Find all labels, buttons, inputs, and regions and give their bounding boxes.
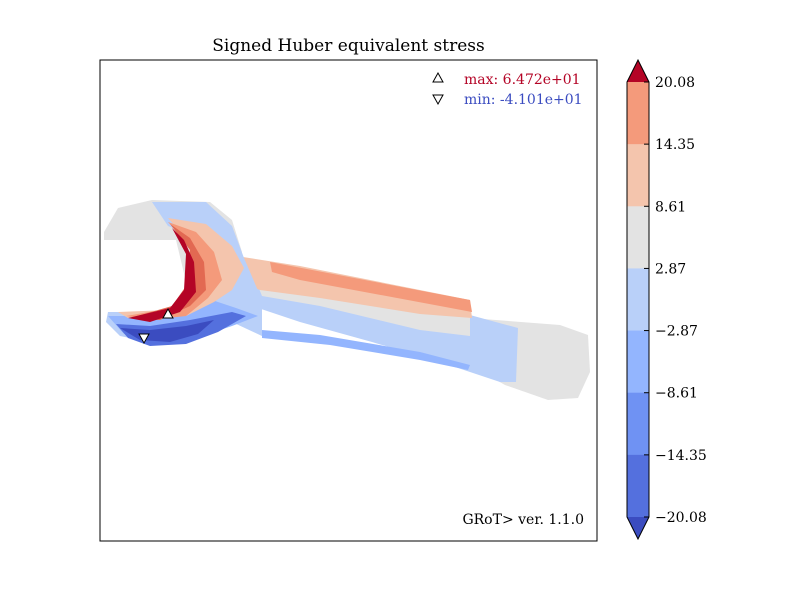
colorbar-tick-label: 20.08 <box>655 75 695 91</box>
field-handle-blue-edge <box>262 330 470 370</box>
colorbar-tick-label: −2.87 <box>655 324 698 340</box>
min-marker-icon <box>138 333 150 345</box>
field-handle-light-blue <box>232 282 518 382</box>
field-jaw-salmon-light <box>118 218 244 318</box>
axes-frame <box>99 59 598 542</box>
colorbar-extend-low <box>627 517 649 539</box>
legend-max-label: max: 6.472e+01 <box>464 72 581 88</box>
colorbar-tick-label: 14.35 <box>655 137 695 153</box>
stress-field <box>104 200 590 400</box>
colorbar-tick-label: −8.61 <box>655 386 698 402</box>
field-jaw-dark-red <box>128 228 196 322</box>
colorbar-tick-label: 2.87 <box>655 261 686 277</box>
colorbar-tick-label: −20.08 <box>655 510 707 526</box>
colorbar-band <box>627 330 649 394</box>
legend-min-icon <box>432 94 444 106</box>
colorbar-tick-label: −14.35 <box>655 448 707 464</box>
legend-min-label: min: -4.101e+01 <box>464 92 583 108</box>
colorbar-band <box>627 206 649 269</box>
colorbar-band <box>627 144 649 207</box>
chart-title: Signed Huber equivalent stress <box>212 36 485 56</box>
colorbar-band <box>627 454 649 518</box>
colorbar-extend-high <box>627 60 649 82</box>
colorbar: −20.08 −14.35 −8.61 −2.87 2.87 8.61 14.35 20.08 <box>626 58 707 541</box>
colorbar-band <box>627 82 649 145</box>
colorbar-band <box>627 392 649 456</box>
field-handle-gray-mid <box>258 286 470 336</box>
footer-version: GRoT> ver. 1.1.0 <box>462 512 584 528</box>
legend-max-icon <box>432 71 444 83</box>
field-handle-salmon <box>270 262 472 312</box>
colorbar-band <box>627 268 649 332</box>
colorbar-tick-label: 8.61 <box>655 199 686 215</box>
max-marker-icon <box>162 307 174 319</box>
